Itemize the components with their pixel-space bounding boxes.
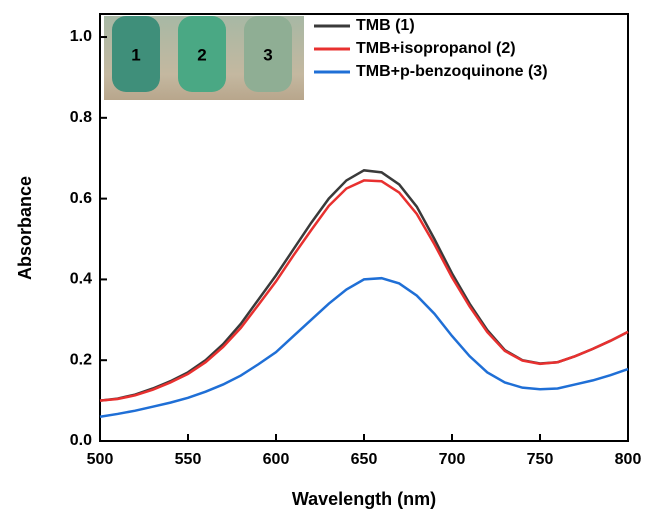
y-tick-label: 1.0	[70, 28, 92, 45]
line-series	[99, 276, 629, 418]
x-tick-label: 550	[175, 451, 202, 468]
y-tick-label: 0.4	[70, 271, 92, 288]
legend-label: TMB+p-benzoquinone (3)	[356, 63, 548, 80]
x-tick-label: 650	[351, 451, 378, 468]
inset-label: 3	[263, 45, 272, 64]
y-tick-label: 0.2	[70, 351, 92, 368]
x-tick-label: 700	[439, 451, 466, 468]
x-axis-label: Wavelength (nm)	[292, 489, 436, 509]
legend-label: TMB+isopropanol (2)	[356, 40, 516, 57]
inset-label: 2	[197, 45, 206, 64]
y-axis-label: Absorbance	[15, 176, 35, 280]
legend-label: TMB (1)	[356, 17, 415, 34]
y-tick-label: 0.8	[70, 109, 92, 126]
line-series	[99, 169, 629, 402]
x-tick-label: 800	[615, 451, 642, 468]
x-tick-label: 500	[87, 451, 114, 468]
y-tick-label: 0.6	[70, 190, 92, 207]
line-series	[99, 179, 629, 402]
y-tick-label: 0.0	[70, 432, 92, 449]
inset-photo	[104, 16, 304, 100]
x-tick-label: 750	[527, 451, 554, 468]
x-tick-label: 600	[263, 451, 290, 468]
inset-label: 1	[131, 45, 140, 64]
